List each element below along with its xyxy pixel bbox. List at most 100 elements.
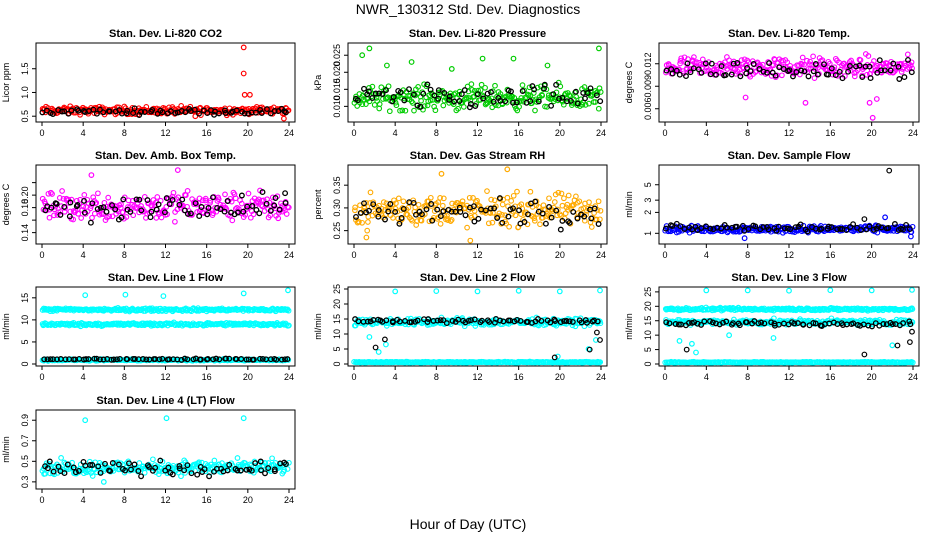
data-point — [565, 192, 572, 199]
x-tick-label: 24 — [908, 372, 918, 382]
data-point — [427, 97, 434, 104]
x-tick-label: 0 — [39, 495, 44, 505]
reference-point — [53, 200, 60, 207]
reference-point — [539, 210, 546, 217]
reference-outlier — [372, 344, 379, 351]
data-outlier — [281, 115, 287, 122]
data-point — [693, 59, 700, 65]
data-point — [365, 219, 371, 225]
data-outlier — [240, 70, 247, 77]
reference-point — [772, 72, 779, 79]
data-outlier — [726, 332, 732, 339]
reference-point — [196, 213, 203, 220]
x-tick-label: 12 — [160, 128, 170, 138]
data-point — [374, 98, 381, 104]
reference-point — [68, 107, 75, 114]
y-tick-label: 0.5 — [20, 455, 30, 468]
data-point — [864, 71, 870, 78]
data-outlier — [366, 45, 373, 52]
reference-point — [584, 90, 591, 96]
data-point — [677, 58, 684, 64]
data-point — [178, 473, 184, 480]
data-point — [478, 81, 485, 88]
reference-point — [451, 98, 458, 105]
x-tick-label: 8 — [434, 128, 439, 138]
data-outlier — [908, 233, 914, 240]
reference-point — [878, 224, 885, 231]
reference-point — [707, 225, 714, 232]
reference-point — [397, 89, 404, 96]
data-outlier — [770, 335, 777, 341]
reference-point — [420, 90, 427, 97]
data-outlier — [868, 287, 875, 294]
x-tick-label: 24 — [284, 128, 294, 138]
reference-point — [867, 75, 874, 82]
data-point — [460, 104, 467, 110]
x-tick-label: 12 — [784, 250, 794, 260]
y-tick-label: 1 — [643, 231, 653, 236]
reference-point — [896, 76, 903, 82]
data-point — [887, 62, 894, 68]
data-point — [154, 194, 161, 200]
data-point — [784, 59, 791, 66]
reference-point — [828, 65, 835, 72]
reference-point — [390, 94, 397, 100]
data-point — [482, 84, 488, 91]
reference-point — [832, 72, 839, 79]
data-point — [431, 103, 437, 110]
reference-outlier — [894, 342, 901, 349]
reference-point — [429, 217, 436, 224]
reference-point — [559, 217, 566, 224]
data-point — [200, 197, 206, 204]
data-outlier — [866, 99, 873, 106]
reference-point — [116, 107, 123, 114]
reference-point — [181, 207, 188, 214]
reference-point — [446, 93, 453, 100]
data-point — [514, 188, 520, 195]
data-point — [286, 322, 292, 329]
data-point — [531, 215, 538, 221]
data-point — [426, 218, 433, 225]
x-tick-label: 0 — [351, 128, 356, 138]
reference-point — [385, 208, 392, 215]
reference-point — [398, 215, 405, 221]
reference-point — [434, 206, 441, 213]
reference-point — [216, 110, 222, 117]
reference-point — [906, 226, 913, 233]
data-point — [526, 84, 533, 91]
reference-point — [480, 95, 487, 102]
x-tick-label: 20 — [555, 372, 565, 382]
reference-point — [431, 92, 438, 99]
data-point — [779, 72, 785, 79]
data-point — [95, 190, 101, 197]
data-point — [588, 224, 595, 230]
data-point — [184, 188, 191, 194]
reference-point — [75, 107, 82, 114]
data-outlier — [556, 288, 563, 295]
data-outlier — [741, 235, 748, 242]
x-tick-label: 16 — [202, 250, 212, 260]
reference-point — [100, 109, 107, 116]
data-point — [285, 204, 292, 211]
reference-point — [482, 207, 489, 214]
data-point — [106, 213, 113, 220]
data-point — [222, 191, 228, 198]
reference-point — [97, 204, 104, 211]
data-point — [519, 82, 526, 88]
data-outlier — [122, 291, 129, 298]
reference-point — [870, 226, 877, 233]
data-point — [158, 214, 165, 221]
reference-point — [541, 81, 548, 88]
reference-point — [169, 196, 176, 203]
reference-point — [196, 110, 202, 117]
data-point — [46, 214, 53, 221]
data-point — [582, 102, 589, 108]
data-point — [75, 210, 82, 217]
data-point — [359, 219, 365, 226]
panel-ylabel: degrees C — [624, 61, 634, 103]
reference-point — [681, 226, 688, 232]
y-tick-label: 5 — [643, 347, 653, 352]
data-point — [804, 57, 810, 64]
data-point — [551, 199, 558, 205]
